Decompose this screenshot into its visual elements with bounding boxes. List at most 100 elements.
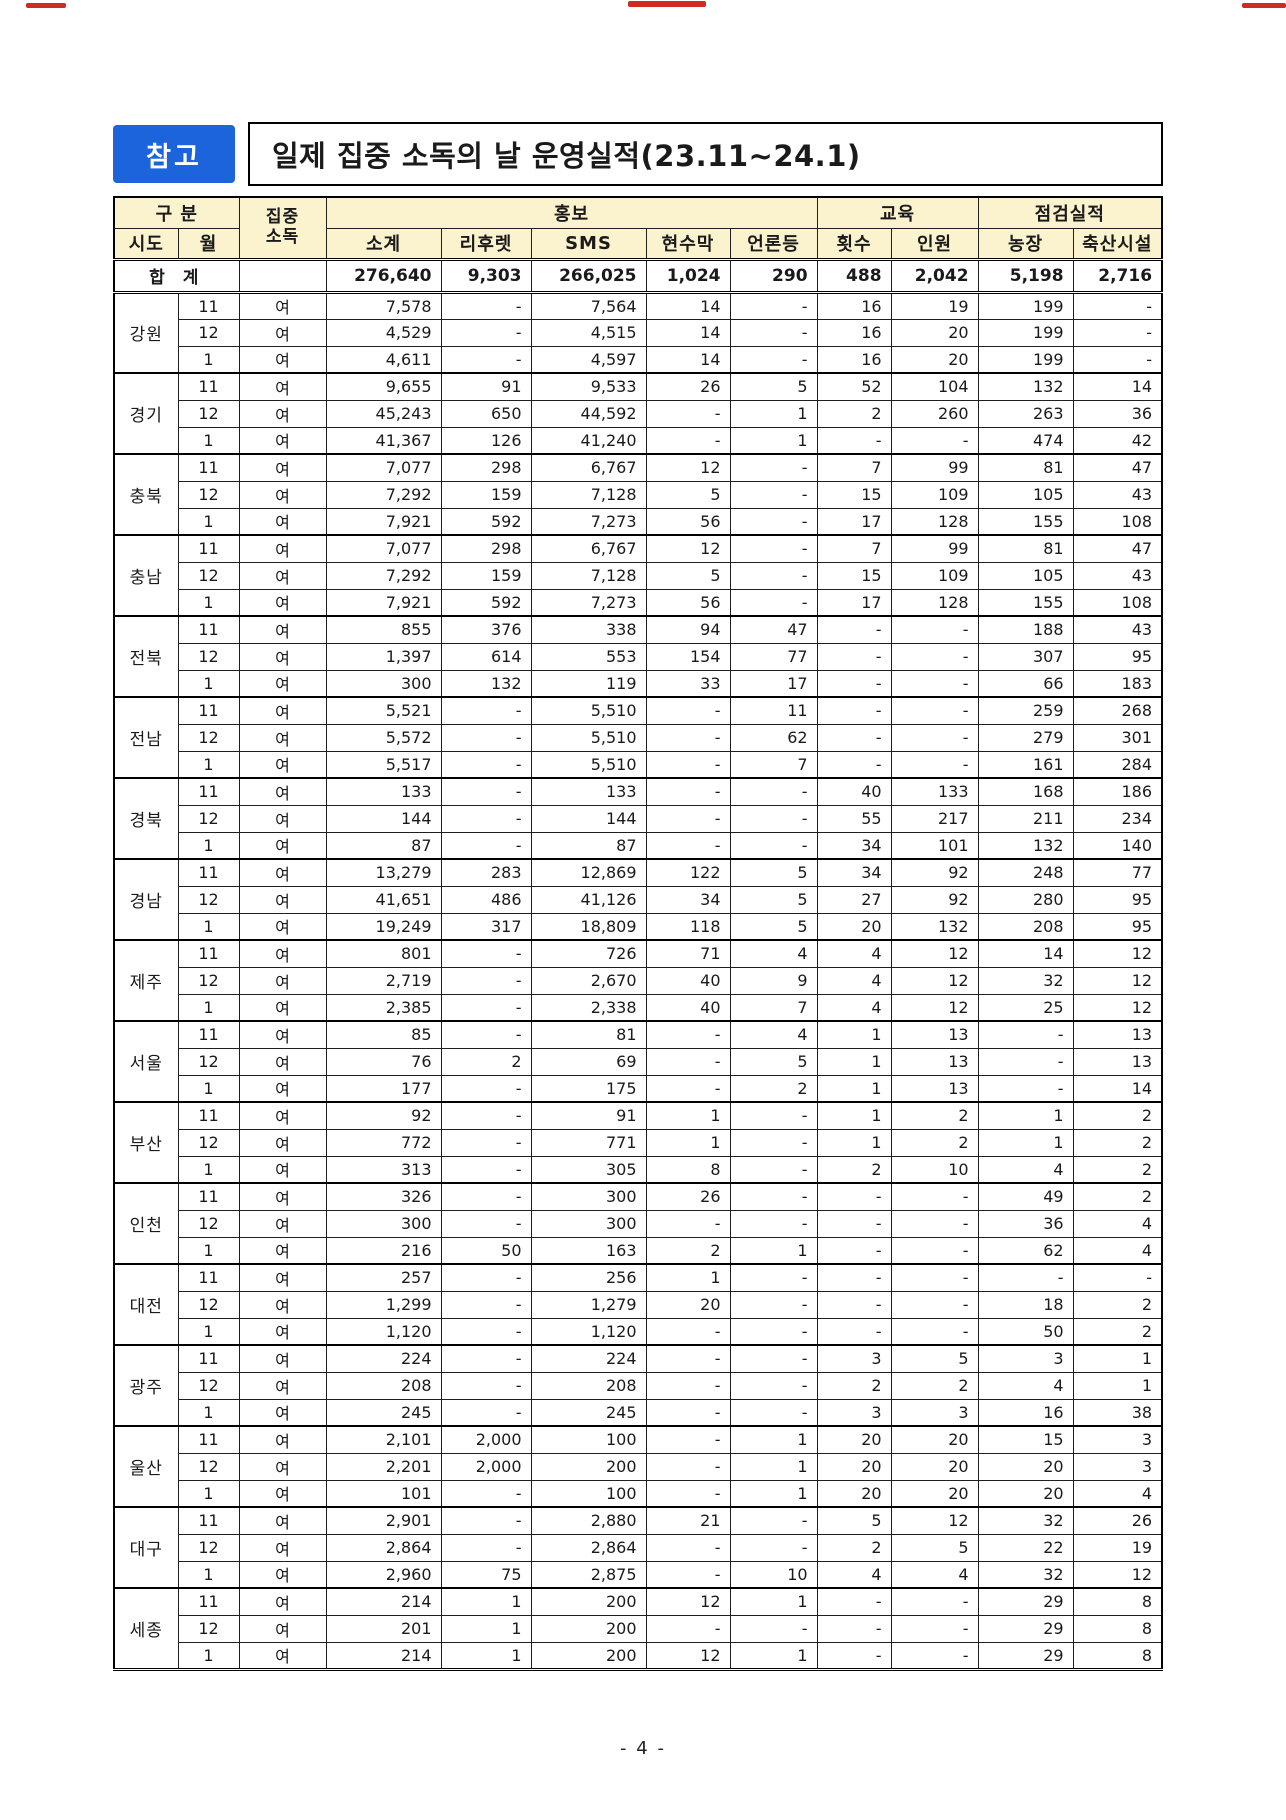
value-cell: 2 — [816, 1155, 892, 1184]
value-cell: 2 — [890, 1371, 979, 1400]
value-cell: - — [729, 1398, 818, 1427]
table-row: 12 여 45,243 650 44,592-1 2 260 263 36 — [114, 399, 1163, 428]
sodok-cell: 여 — [238, 669, 327, 698]
value-cell: - — [645, 1614, 731, 1643]
month-cell: 1 — [177, 1155, 240, 1184]
sodok-cell: 여 — [238, 399, 327, 428]
value-cell: 9,655 — [325, 372, 442, 401]
sodok-cell: 여 — [238, 1047, 327, 1076]
value-cell: 49 — [977, 1182, 1074, 1211]
value-cell: 44,592 — [530, 399, 647, 428]
sodok-cell: 여 — [238, 1290, 327, 1319]
value-cell: - — [1072, 1263, 1163, 1292]
value-cell: 10 — [890, 1155, 979, 1184]
table-row: 12 여 76 2 69-5 1 13-13 — [114, 1047, 1163, 1076]
value-cell: 122 — [645, 858, 731, 887]
value-cell: 21 — [645, 1506, 731, 1535]
value-cell: - — [890, 1317, 979, 1346]
value-cell: 474 — [977, 426, 1074, 455]
value-cell: 3 — [816, 1344, 892, 1373]
value-cell: 268 — [1072, 696, 1163, 725]
value-cell: 144 — [530, 804, 647, 833]
value-cell: 1 — [729, 1587, 818, 1616]
value-cell: - — [729, 1155, 818, 1184]
value-cell: 26 — [1072, 1506, 1163, 1535]
value-cell: 5 — [645, 561, 731, 590]
value-cell: - — [890, 1641, 979, 1670]
value-cell: 5 — [816, 1506, 892, 1535]
value-cell: 47 — [1072, 534, 1163, 563]
total-value: 266,025 — [530, 257, 647, 294]
header-livestock-facility: 축산시설 — [1072, 227, 1163, 261]
value-cell: 20 — [890, 1452, 979, 1481]
header-sido: 시도 — [113, 227, 179, 261]
value-cell: 92 — [890, 858, 979, 887]
value-cell: 85 — [325, 1020, 442, 1049]
value-cell: 4 — [816, 1560, 892, 1589]
value-cell: 18,809 — [530, 912, 647, 941]
page-number: - 4 - — [620, 1738, 666, 1759]
sodok-cell: 여 — [238, 966, 327, 995]
value-cell: - — [729, 1128, 818, 1157]
value-cell: - — [1072, 291, 1163, 320]
value-cell: 75 — [440, 1560, 532, 1589]
sodok-cell: 여 — [238, 318, 327, 347]
value-cell: 801 — [325, 939, 442, 968]
value-cell: 20 — [890, 318, 979, 347]
table-row: 1 여 216 50 163 2 1- -62 4 — [114, 1236, 1163, 1265]
month-cell: 11 — [177, 534, 240, 563]
value-cell: 13,279 — [325, 858, 442, 887]
value-cell: - — [729, 318, 818, 347]
value-cell: 7,273 — [530, 507, 647, 536]
value-cell: 199 — [977, 318, 1074, 347]
value-cell: 2 — [816, 1533, 892, 1562]
value-cell: 283 — [440, 858, 532, 887]
value-cell: - — [977, 1047, 1074, 1076]
sodok-cell: 여 — [238, 291, 327, 320]
table-row: 충북 11 여 7,077 298 6,767 12-7 99 81 47 — [113, 453, 1163, 536]
value-cell: 338 — [530, 615, 647, 644]
value-cell: 1 — [440, 1641, 532, 1670]
value-cell: - — [729, 345, 818, 374]
value-cell: 99 — [890, 534, 979, 563]
value-cell: 188 — [977, 615, 1074, 644]
value-cell: 214 — [325, 1587, 442, 1616]
value-cell: 55 — [816, 804, 892, 833]
value-cell: 34 — [816, 858, 892, 887]
value-cell: 81 — [977, 534, 1074, 563]
sodok-cell: 여 — [238, 696, 327, 725]
table-row: 충남 11 여 7,077 298 6,767 12-7 99 81 47 — [113, 534, 1163, 617]
value-cell: 26 — [645, 1182, 731, 1211]
value-cell: 4 — [729, 939, 818, 968]
month-cell: 11 — [177, 1587, 240, 1616]
sodok-cell: 여 — [238, 1209, 327, 1238]
value-cell: 326 — [325, 1182, 442, 1211]
value-cell: - — [816, 1317, 892, 1346]
value-cell: 15 — [816, 480, 892, 509]
value-cell: - — [816, 1587, 892, 1616]
value-cell: - — [440, 804, 532, 833]
value-cell: 41,367 — [325, 426, 442, 455]
value-cell: - — [729, 588, 818, 617]
value-cell: 52 — [816, 372, 892, 401]
total-value: 2,716 — [1072, 257, 1163, 294]
page-title: 일제 집중 소독의 날 운영실적(23.11~24.1) — [248, 122, 1163, 186]
value-cell: 4 — [816, 993, 892, 1022]
value-cell: - — [890, 669, 979, 698]
value-cell: 119 — [530, 669, 647, 698]
table-row: 1 여 2,385-2,338 40 7 4 12 25 12 — [114, 993, 1163, 1022]
region-name: 충남 — [113, 534, 179, 617]
month-cell: 12 — [177, 561, 240, 590]
value-cell: 1 — [816, 1101, 892, 1130]
value-cell: 183 — [1072, 669, 1163, 698]
value-cell: - — [645, 1533, 731, 1562]
value-cell: 105 — [977, 480, 1074, 509]
header-farm: 농장 — [977, 227, 1074, 261]
value-cell: 34 — [645, 885, 731, 914]
sodok-cell: 여 — [238, 1182, 327, 1211]
value-cell: 5,510 — [530, 723, 647, 752]
value-cell: 7,292 — [325, 480, 442, 509]
table-row: 12 여 1,299-1,279 20- - -18 2 — [114, 1290, 1163, 1319]
table-row: 강원 11 여 7,578-7,564 14-16 19 199- — [113, 291, 1163, 374]
total-label: 합 계 — [113, 257, 240, 294]
